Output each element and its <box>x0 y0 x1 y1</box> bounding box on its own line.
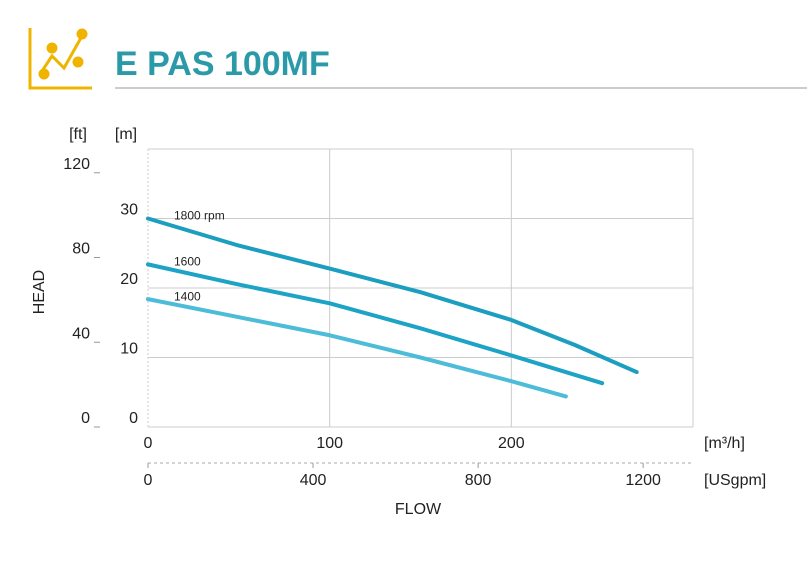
y2-tick-label: 120 <box>63 156 90 173</box>
x2-tick-label: 1200 <box>625 472 661 489</box>
x-unit: [m³/h] <box>704 435 745 452</box>
y-tick-label: 0 <box>129 410 138 427</box>
x2-tick-label: 0 <box>144 472 153 489</box>
x-tick-label: 0 <box>144 435 153 452</box>
chart-title: E PAS 100MF <box>115 45 330 83</box>
y2-tick-label: 40 <box>72 325 90 342</box>
x2-unit: [USgpm] <box>704 472 766 489</box>
y-unit: [m] <box>115 126 137 143</box>
x-tick-label: 100 <box>316 435 343 452</box>
x-axis-label: FLOW <box>395 501 442 518</box>
x2-tick-label: 800 <box>465 472 492 489</box>
y2-tick-label: 0 <box>81 410 90 427</box>
y-axis-label: HEAD <box>31 270 48 314</box>
curve <box>146 216 639 375</box>
x-tick-label: 200 <box>498 435 525 452</box>
y-tick-label: 30 <box>120 202 138 219</box>
y2-tick-label: 80 <box>72 241 90 258</box>
chart-icon <box>28 28 92 90</box>
curve-label: 1600 <box>174 255 201 269</box>
curve-label: 1400 <box>174 289 201 303</box>
y-tick-label: 10 <box>120 341 138 358</box>
y2-unit: [ft] <box>69 126 87 143</box>
curve <box>146 262 605 386</box>
x2-tick-label: 400 <box>300 472 327 489</box>
curve <box>146 297 568 399</box>
y-tick-label: 20 <box>120 271 138 288</box>
curve-label: 1800 rpm <box>174 209 225 223</box>
